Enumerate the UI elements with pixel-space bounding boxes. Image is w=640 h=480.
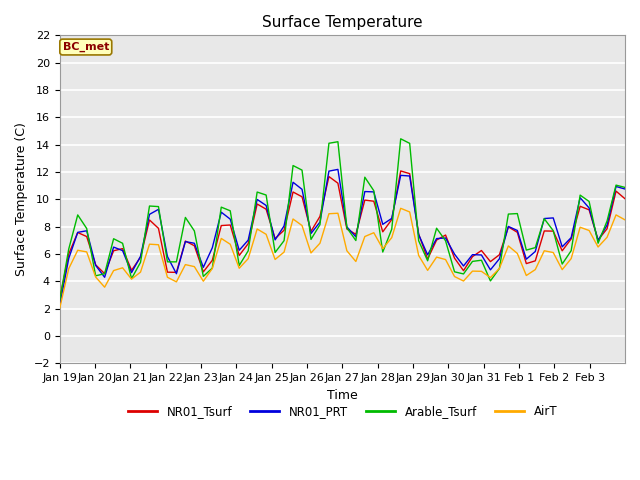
Y-axis label: Surface Temperature (C): Surface Temperature (C) bbox=[15, 122, 28, 276]
Legend: NR01_Tsurf, NR01_PRT, Arable_Tsurf, AirT: NR01_Tsurf, NR01_PRT, Arable_Tsurf, AirT bbox=[123, 401, 562, 423]
Text: BC_met: BC_met bbox=[63, 42, 109, 52]
X-axis label: Time: Time bbox=[327, 389, 358, 402]
Title: Surface Temperature: Surface Temperature bbox=[262, 15, 422, 30]
